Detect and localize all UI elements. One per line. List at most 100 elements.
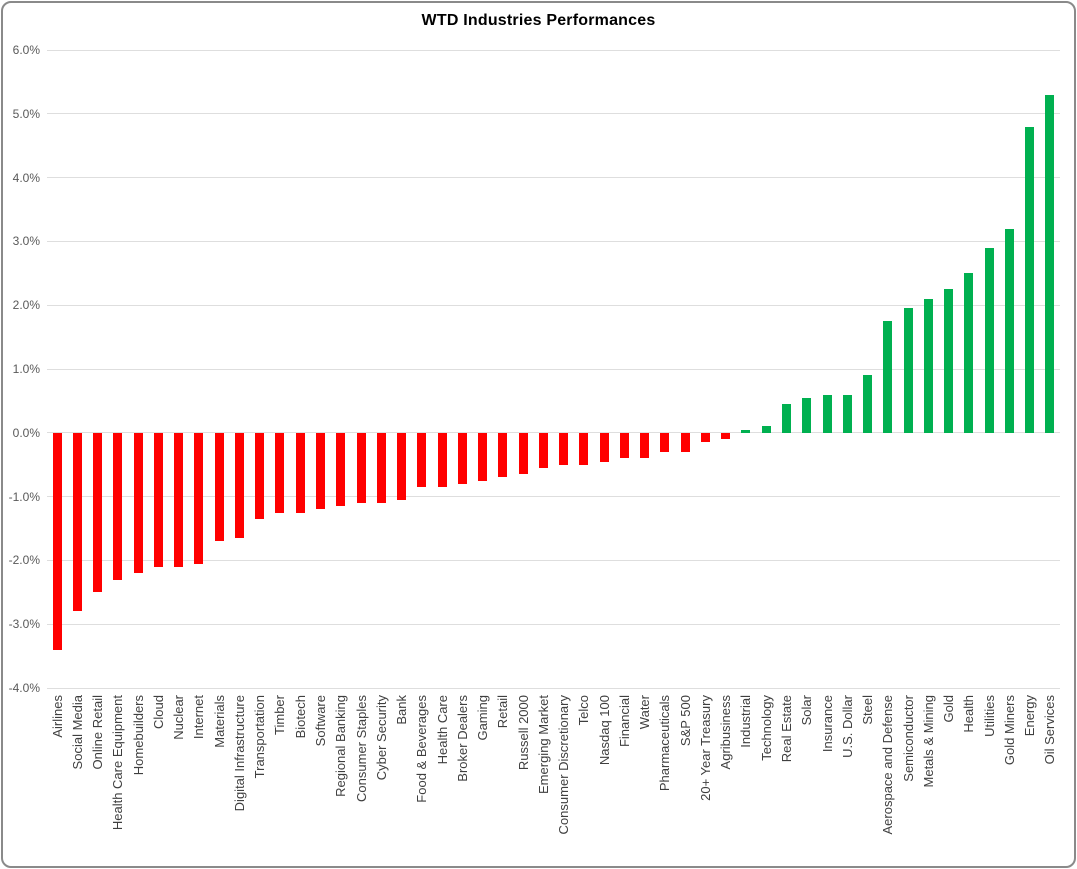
x-axis-label: Technology — [758, 695, 774, 761]
bar — [1045, 94, 1055, 433]
bar — [214, 432, 224, 542]
bar — [903, 308, 913, 433]
x-axis-label: Timber — [272, 695, 288, 735]
bar — [437, 432, 447, 488]
bar — [255, 432, 265, 519]
x-axis-label: Bank — [394, 695, 410, 725]
x-axis-label: Broker Dealers — [454, 695, 470, 782]
bar — [234, 432, 244, 539]
bar — [721, 432, 731, 440]
bar — [660, 432, 670, 452]
x-axis-label: Solar — [799, 695, 815, 726]
y-axis-tick-label: -3.0% — [8, 617, 40, 632]
x-axis-label: Food & Beverages — [414, 695, 430, 803]
bar — [781, 404, 791, 433]
y-axis-tick-label: -4.0% — [8, 681, 40, 695]
x-axis-label: Steel — [860, 695, 876, 725]
bar — [1004, 228, 1014, 433]
x-axis-label: Insurance — [819, 695, 835, 753]
x-axis-label: Consumer Staples — [353, 695, 369, 802]
y-gridline — [47, 240, 1060, 242]
x-axis-label: Metals & Mining — [920, 695, 936, 788]
chart-title: WTD Industries Performances — [421, 12, 656, 29]
bar — [822, 394, 832, 433]
x-axis-label: S&P 500 — [677, 695, 693, 747]
bar — [923, 298, 933, 433]
bar — [741, 429, 751, 433]
y-gridline — [47, 368, 1060, 370]
x-axis-label: Cyber Security — [373, 695, 389, 781]
bar — [863, 375, 873, 433]
bar — [761, 426, 771, 433]
x-axis-label: Semiconductor — [900, 695, 916, 782]
x-axis-label: U.S. Dollar — [839, 695, 855, 758]
x-axis-label: 20+ Year Treasury — [697, 695, 713, 801]
x-axis-label: Financial — [616, 695, 632, 748]
bar — [619, 432, 629, 459]
x-axis-label: Utilities — [981, 695, 997, 737]
bar — [356, 432, 366, 503]
x-axis-label: Airlines — [49, 695, 65, 738]
bar — [457, 432, 467, 484]
y-gridline — [47, 49, 1060, 51]
bar — [295, 432, 305, 513]
bar — [52, 432, 62, 650]
y-axis-tick-label: 0.0% — [12, 425, 40, 440]
x-axis-label: Nasdaq 100 — [596, 695, 612, 766]
x-axis-label: Software — [313, 695, 328, 747]
x-axis-label: Health Care Equipment — [110, 695, 126, 831]
x-axis-label: Internet — [191, 695, 207, 740]
x-axis-label: Health — [961, 695, 977, 733]
bar — [680, 432, 690, 452]
bar — [72, 432, 82, 612]
y-axis-tick-label: -2.0% — [8, 553, 40, 568]
y-gridline — [47, 496, 1060, 498]
y-axis-tick-label: 5.0% — [12, 106, 40, 121]
bar — [376, 432, 386, 503]
bar — [700, 432, 710, 443]
x-axis-label: Telco — [576, 695, 592, 726]
bar — [498, 432, 508, 478]
y-gridline — [47, 687, 1060, 689]
x-axis-label: Gaming — [475, 695, 491, 741]
x-axis-label: Consumer Discretionary — [556, 695, 572, 835]
bar — [883, 321, 893, 433]
x-axis-label: Homebuilders — [130, 695, 146, 776]
bar — [538, 432, 548, 468]
bar — [984, 247, 994, 433]
bar — [113, 432, 123, 580]
x-axis-label: Energy — [1022, 695, 1038, 737]
bar — [397, 432, 407, 500]
x-axis-label: Gold — [941, 695, 957, 723]
bar — [275, 432, 285, 513]
bar — [518, 432, 528, 475]
bar — [194, 432, 204, 564]
bar — [599, 432, 609, 462]
y-gridline — [47, 304, 1060, 306]
bar — [842, 394, 852, 433]
x-axis-label: Water — [637, 695, 653, 730]
x-axis-label: Russell 2000 — [515, 695, 531, 771]
x-axis-label: Transportation — [252, 695, 268, 779]
x-axis-label: Health Care — [434, 695, 450, 765]
x-axis-label: Real Estate — [778, 695, 794, 763]
y-gridline — [47, 623, 1060, 625]
bar — [559, 432, 569, 465]
bar — [1025, 126, 1035, 433]
x-axis-label: Emerging Market — [535, 695, 551, 794]
bar — [133, 432, 143, 574]
y-axis-tick-label: 4.0% — [12, 170, 40, 185]
x-axis-label: Materials — [211, 695, 227, 748]
y-gridline — [47, 559, 1060, 561]
x-axis-label: Oil Services — [1042, 695, 1058, 765]
x-axis-label: Digital Infrastructure — [231, 695, 247, 812]
bar — [478, 432, 488, 481]
y-gridline — [47, 432, 1060, 434]
x-axis-label: Regional Banking — [333, 695, 349, 797]
y-axis-tick-label: 3.0% — [12, 234, 40, 249]
x-axis-label: Pharmaceuticals — [657, 695, 673, 792]
x-axis-label: Social Media — [69, 695, 85, 770]
bar — [417, 432, 427, 488]
y-gridline — [47, 177, 1060, 179]
bar — [336, 432, 346, 507]
